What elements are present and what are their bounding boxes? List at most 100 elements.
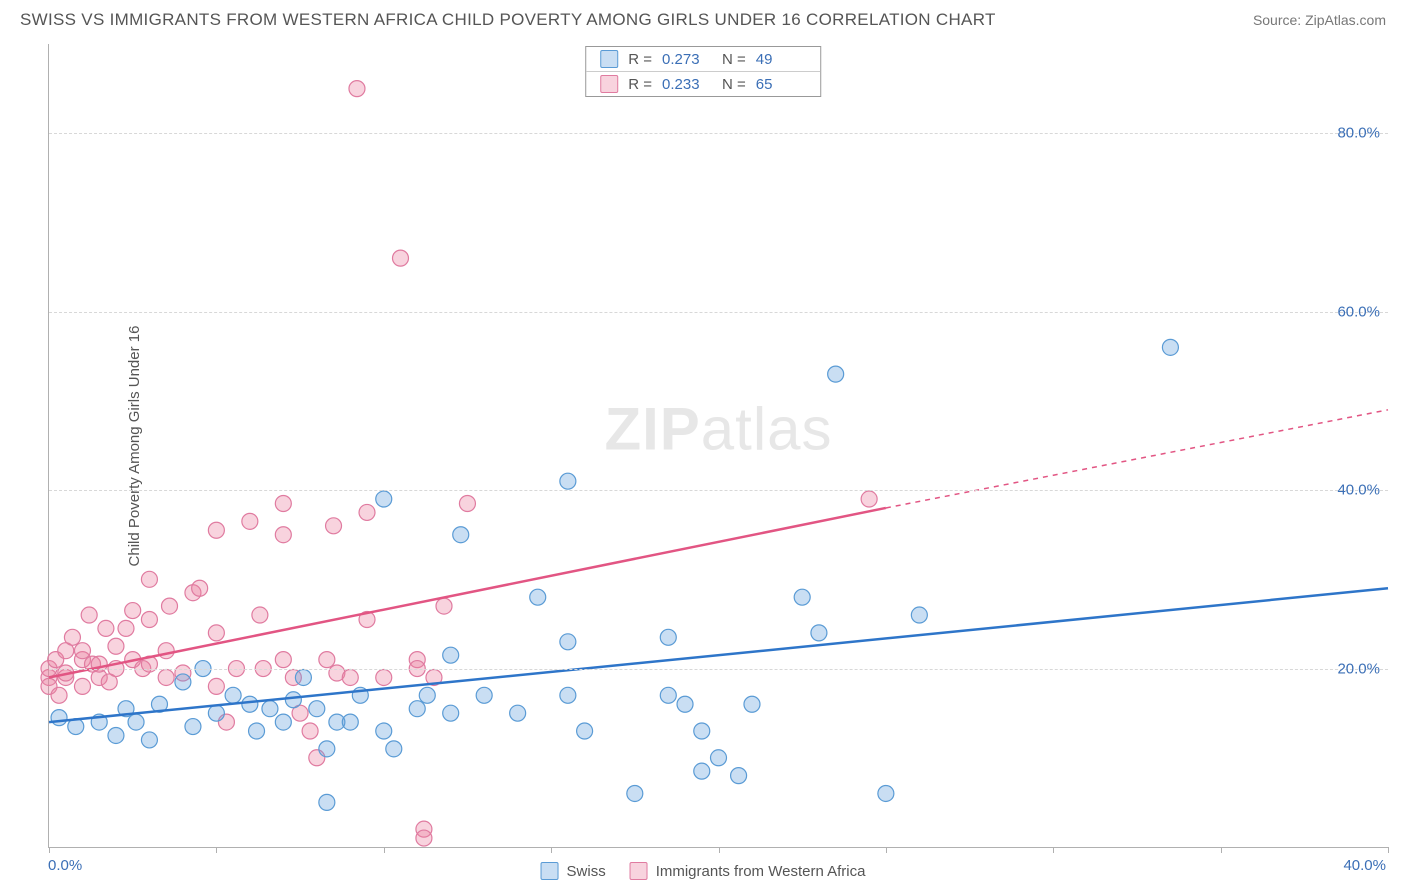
scatter-point-swiss — [376, 491, 392, 507]
scatter-point-swiss — [627, 785, 643, 801]
scatter-point-immigrants — [342, 669, 358, 685]
stats-row-swiss: R = 0.273 N = 49 — [586, 47, 820, 71]
scatter-point-immigrants — [74, 678, 90, 694]
legend-item-swiss: Swiss — [541, 862, 606, 880]
trend-line-immigrants-dashed — [886, 410, 1388, 508]
scatter-point-immigrants — [416, 830, 432, 846]
scatter-point-swiss — [694, 723, 710, 739]
scatter-point-immigrants — [436, 598, 452, 614]
scatter-point-swiss — [309, 701, 325, 717]
scatter-point-swiss — [386, 741, 402, 757]
scatter-point-swiss — [510, 705, 526, 721]
scatter-point-swiss — [794, 589, 810, 605]
scatter-point-immigrants — [208, 522, 224, 538]
scatter-point-immigrants — [319, 652, 335, 668]
n-value-immigrants: 65 — [756, 76, 806, 93]
swatch-blue-icon — [541, 862, 559, 880]
scatter-point-swiss — [560, 687, 576, 703]
scatter-point-immigrants — [108, 638, 124, 654]
scatter-point-immigrants — [74, 643, 90, 659]
stats-legend: R = 0.273 N = 49 R = 0.233 N = 65 — [585, 46, 821, 97]
swatch-blue-icon — [600, 50, 618, 68]
scatter-point-immigrants — [192, 580, 208, 596]
x-tick-label-max: 40.0% — [1343, 857, 1386, 874]
scatter-point-immigrants — [302, 723, 318, 739]
scatter-point-immigrants — [349, 81, 365, 97]
scatter-point-swiss — [409, 701, 425, 717]
scatter-point-swiss — [476, 687, 492, 703]
scatter-point-immigrants — [64, 629, 80, 645]
scatter-point-immigrants — [118, 620, 134, 636]
scatter-point-immigrants — [158, 643, 174, 659]
scatter-point-swiss — [242, 696, 258, 712]
scatter-point-swiss — [711, 750, 727, 766]
scatter-point-immigrants — [141, 611, 157, 627]
scatter-point-swiss — [419, 687, 435, 703]
legend-item-immigrants: Immigrants from Western Africa — [630, 862, 866, 880]
scatter-point-swiss — [731, 768, 747, 784]
scatter-point-immigrants — [376, 669, 392, 685]
r-value-immigrants: 0.233 — [662, 76, 712, 93]
n-label: N = — [722, 51, 746, 68]
scatter-point-swiss — [262, 701, 278, 717]
scatter-point-swiss — [443, 647, 459, 663]
scatter-point-swiss — [108, 727, 124, 743]
scatter-point-swiss — [677, 696, 693, 712]
scatter-point-swiss — [141, 732, 157, 748]
scatter-point-swiss — [376, 723, 392, 739]
scatter-point-swiss — [694, 763, 710, 779]
chart-plot-area: ZIPatlas 20.0%40.0%60.0%80.0% — [48, 44, 1388, 848]
scatter-point-immigrants — [275, 527, 291, 543]
source-label: Source: ZipAtlas.com — [1253, 12, 1386, 28]
scatter-point-swiss — [51, 710, 67, 726]
scatter-point-immigrants — [359, 504, 375, 520]
scatter-point-swiss — [560, 473, 576, 489]
y-tick-label: 60.0% — [1337, 303, 1380, 320]
scatter-point-swiss — [185, 719, 201, 735]
scatter-point-swiss — [128, 714, 144, 730]
scatter-point-immigrants — [125, 603, 141, 619]
scatter-point-immigrants — [208, 678, 224, 694]
scatter-point-swiss — [453, 527, 469, 543]
y-tick-label: 40.0% — [1337, 482, 1380, 499]
scatter-point-swiss — [744, 696, 760, 712]
scatter-point-immigrants — [98, 620, 114, 636]
scatter-point-swiss — [828, 366, 844, 382]
scatter-point-swiss — [1162, 339, 1178, 355]
scatter-point-immigrants — [242, 513, 258, 529]
scatter-point-immigrants — [392, 250, 408, 266]
scatter-point-immigrants — [81, 607, 97, 623]
scatter-point-immigrants — [208, 625, 224, 641]
scatter-point-swiss — [208, 705, 224, 721]
scatter-point-immigrants — [158, 669, 174, 685]
scatter-point-swiss — [530, 589, 546, 605]
swatch-pink-icon — [630, 862, 648, 880]
scatter-point-swiss — [342, 714, 358, 730]
y-tick-label: 80.0% — [1337, 125, 1380, 142]
trend-line-swiss — [49, 588, 1388, 722]
scatter-point-swiss — [660, 629, 676, 645]
x-tick-label-min: 0.0% — [48, 857, 82, 874]
scatter-point-swiss — [443, 705, 459, 721]
y-tick-label: 20.0% — [1337, 660, 1380, 677]
scatter-point-swiss — [295, 669, 311, 685]
legend-label-swiss: Swiss — [567, 863, 606, 880]
scatter-point-swiss — [225, 687, 241, 703]
scatter-point-immigrants — [252, 607, 268, 623]
scatter-point-swiss — [911, 607, 927, 623]
series-legend: Swiss Immigrants from Western Africa — [541, 862, 866, 880]
scatter-point-swiss — [319, 741, 335, 757]
scatter-svg — [49, 44, 1388, 847]
scatter-point-swiss — [275, 714, 291, 730]
n-label: N = — [722, 76, 746, 93]
r-value-swiss: 0.273 — [662, 51, 712, 68]
scatter-point-immigrants — [275, 652, 291, 668]
scatter-point-swiss — [249, 723, 265, 739]
chart-title: SWISS VS IMMIGRANTS FROM WESTERN AFRICA … — [20, 10, 996, 30]
scatter-point-swiss — [660, 687, 676, 703]
scatter-point-immigrants — [861, 491, 877, 507]
n-value-swiss: 49 — [756, 51, 806, 68]
scatter-point-swiss — [319, 794, 335, 810]
scatter-point-swiss — [811, 625, 827, 641]
stats-row-immigrants: R = 0.233 N = 65 — [586, 71, 820, 96]
